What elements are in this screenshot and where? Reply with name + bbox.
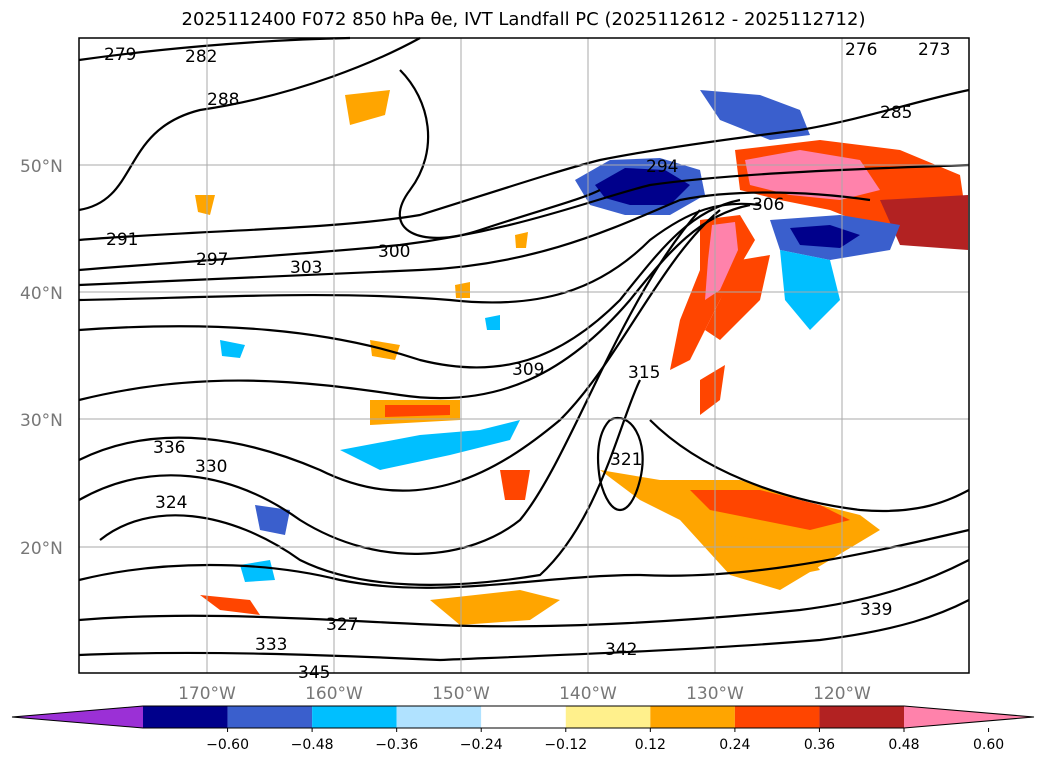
colorbar-segment <box>650 706 735 728</box>
map-title: 2025112400 F072 850 hPa θe, IVT Landfall… <box>181 9 866 30</box>
map-frame <box>78 37 970 674</box>
colorbar-tick-label: 0.36 <box>804 737 835 753</box>
colorbar-extend-low <box>12 706 143 728</box>
colorbar-segment <box>143 706 228 728</box>
colorbar-segment <box>481 706 566 728</box>
colorbar-tick-label: −0.48 <box>291 737 334 753</box>
colorbar-segment <box>734 706 820 728</box>
colorbar-tick-label: 0.60 <box>973 737 1004 753</box>
lat-label: 30°N <box>20 411 63 431</box>
contour-label: 288 <box>207 90 239 110</box>
contour-label: 315 <box>628 363 660 383</box>
contour-label: 321 <box>610 450 642 470</box>
colorbar-segment <box>565 706 651 728</box>
contour-labels: 279 282 285 288 291 294 297 300 303 306 … <box>104 40 950 683</box>
contour-label: 339 <box>860 600 892 620</box>
contour-label: 303 <box>290 258 322 278</box>
colorbar-segment <box>312 706 397 728</box>
contour-label: 294 <box>646 157 678 177</box>
colorbar-tick-label: −0.60 <box>206 737 249 753</box>
graticule <box>79 38 969 673</box>
lon-label: 150°W <box>432 684 490 704</box>
lon-label: 130°W <box>686 684 744 704</box>
colorbar-outline <box>11 705 1035 729</box>
colorbar-segment <box>396 706 482 728</box>
contour-label: 279 <box>104 45 136 65</box>
contour-label: 282 <box>185 47 217 67</box>
colorbar-tick-label: 0.24 <box>719 737 750 753</box>
longitude-labels: 170°W 160°W 150°W 140°W 130°W 120°W <box>178 684 871 704</box>
contour-label: 300 <box>378 242 410 262</box>
contour-label: 309 <box>512 360 544 380</box>
colorbar-tick-label: 0.12 <box>635 737 666 753</box>
contour-label: 291 <box>106 230 138 250</box>
theta-e-contours <box>78 36 970 662</box>
contour-label: 273 <box>918 40 950 60</box>
latitude-labels: 50°N 40°N 30°N 20°N <box>20 157 63 559</box>
colorbar-tick-label: −0.12 <box>544 737 587 753</box>
lon-label: 120°W <box>813 684 871 704</box>
contour-label: 333 <box>255 635 287 655</box>
contour-label: 297 <box>196 250 228 270</box>
contour-label: 276 <box>845 40 877 60</box>
colorbar-tick-label: −0.24 <box>460 737 503 753</box>
contour-label: 327 <box>326 615 358 635</box>
lon-label: 170°W <box>178 684 236 704</box>
contour-label: 330 <box>195 457 227 477</box>
colorbar: −0.60 −0.48 −0.36 −0.24 −0.12 0.12 0.24 0.36 0.4… <box>11 705 1035 753</box>
lon-label: 160°W <box>305 684 363 704</box>
contour-label: 336 <box>153 438 185 458</box>
lat-label: 20°N <box>20 539 63 559</box>
contour-label: 306 <box>752 195 784 215</box>
colorbar-segment <box>227 706 313 728</box>
colorbar-segment <box>819 706 904 728</box>
contour-label: 285 <box>880 103 912 123</box>
lon-label: 140°W <box>559 684 617 704</box>
colorbar-extend-high <box>904 706 1034 728</box>
contour-label: 324 <box>155 493 187 513</box>
lat-label: 40°N <box>20 284 63 304</box>
lat-label: 50°N <box>20 157 63 177</box>
colorbar-tick-label: 0.48 <box>888 737 919 753</box>
colorbar-tick-label: −0.36 <box>375 737 418 753</box>
contour-label: 345 <box>298 663 330 683</box>
contour-label: 342 <box>605 640 637 660</box>
